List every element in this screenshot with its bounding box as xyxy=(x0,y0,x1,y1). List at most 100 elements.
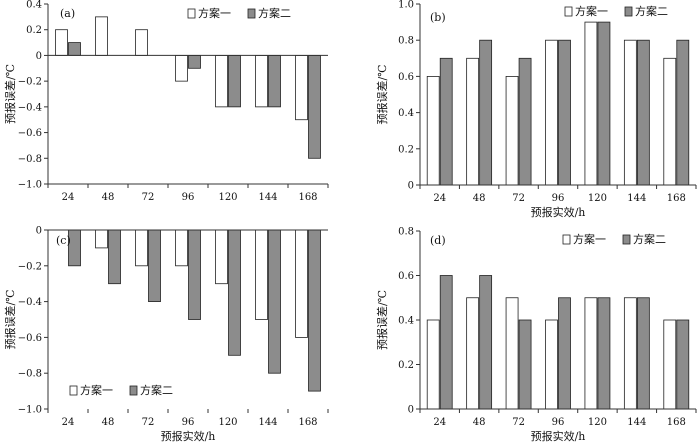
bar-scheme1-168 xyxy=(295,229,308,338)
x-tick-label: 144 xyxy=(627,193,646,204)
legend-label: 方案二 xyxy=(633,232,666,246)
y-tick-label: −1.0 xyxy=(18,405,42,416)
x-tick-label: 144 xyxy=(627,417,646,428)
x-tick-label: 144 xyxy=(258,192,277,203)
x-axis-title: 预报实效/h xyxy=(161,429,216,443)
bar-scheme1-120 xyxy=(215,229,228,285)
y-tick-label: 0 xyxy=(36,226,42,237)
legend: 方案一 方案二 xyxy=(564,4,668,18)
bar-scheme1-96 xyxy=(175,229,188,267)
legend-swatch-scheme2 xyxy=(247,8,256,19)
bar-scheme2-144 xyxy=(268,55,281,108)
x-tick-label: 72 xyxy=(142,417,155,428)
y-tick-label: −0.6 xyxy=(18,333,42,344)
panel-label: (d) xyxy=(430,234,446,247)
bar-scheme1-144 xyxy=(623,297,637,410)
y-tick-label: 0 xyxy=(408,181,414,192)
y-axis-title: 预报误差/℃ xyxy=(3,289,17,349)
bar-scheme1-96 xyxy=(545,39,558,186)
x-tick-label: 48 xyxy=(473,193,486,204)
legend-label: 方案一 xyxy=(198,6,231,20)
bar-scheme1-144 xyxy=(623,39,637,186)
y-tick-label: 0.8 xyxy=(398,36,414,47)
bar-scheme1-72 xyxy=(135,29,148,56)
bar-scheme2-168 xyxy=(308,55,321,159)
x-tick-label: 96 xyxy=(182,417,195,428)
bar-scheme1-24 xyxy=(426,76,440,186)
y-tick-label: 0 xyxy=(36,51,42,62)
y-axis-title: 预报误差/℃ xyxy=(375,290,389,350)
bar-scheme1-144 xyxy=(255,55,268,108)
bar-scheme2-120 xyxy=(597,297,611,410)
bar-scheme1-120 xyxy=(584,297,598,410)
bar-scheme2-24 xyxy=(439,57,453,186)
x-tick-label: 96 xyxy=(182,192,195,203)
y-tick-label: 0.6 xyxy=(398,72,414,83)
x-tick-label: 168 xyxy=(667,417,686,428)
legend-swatch-scheme1 xyxy=(562,234,571,245)
y-tick-label: 0.4 xyxy=(398,108,414,119)
legend: 方案一 方案二 xyxy=(187,6,291,20)
panel-label: (b) xyxy=(430,11,446,24)
panel-label: (a) xyxy=(60,7,75,20)
x-tick-label: 144 xyxy=(258,417,277,428)
y-tick-label: −0.6 xyxy=(18,128,42,139)
bar-scheme2-24 xyxy=(68,42,81,56)
bar-scheme1-48 xyxy=(95,16,108,56)
y-tick-label: −0.8 xyxy=(18,369,42,380)
y-tick-label: −0.8 xyxy=(18,154,42,165)
x-tick-label: 24 xyxy=(62,192,75,203)
x-tick-label: 72 xyxy=(142,192,155,203)
bar-scheme2-144 xyxy=(636,39,650,186)
bar-scheme2-72 xyxy=(518,319,532,410)
legend-swatch-scheme1 xyxy=(564,6,573,17)
y-tick-label: 0.6 xyxy=(398,271,414,282)
panel-label: (c) xyxy=(56,234,71,247)
x-tick-label: 120 xyxy=(218,417,237,428)
y-tick-label: 0.2 xyxy=(398,360,414,371)
x-tick-label: 24 xyxy=(62,417,75,428)
chart-panel-2: 0 0.2 0.4 0.6 0.8 1.0 24 48 72 96 120 144 168 预报实效/h 预… xyxy=(375,0,697,219)
legend-label: 方案一 xyxy=(80,383,113,397)
chart-panel-3: −1.0 −0.8 −0.6 −0.4 −0.2 0 24 48 72 96 120 144 168 预报… xyxy=(3,226,329,443)
bar-scheme2-168 xyxy=(676,319,690,410)
y-axis-title: 预报误差/℃ xyxy=(3,64,17,124)
x-tick-label: 72 xyxy=(512,193,525,204)
bar-scheme2-72 xyxy=(148,229,161,302)
bar-scheme1-72 xyxy=(135,229,148,267)
y-tick-label: 0.4 xyxy=(398,316,414,327)
x-tick-label: 96 xyxy=(552,193,565,204)
x-tick-label: 72 xyxy=(512,417,525,428)
y-tick-label: −0.4 xyxy=(18,297,42,308)
y-tick-label: −0.2 xyxy=(18,77,42,88)
y-tick-label: 0.2 xyxy=(398,144,414,155)
y-tick-label: 0.2 xyxy=(26,25,42,36)
x-tick-label: 96 xyxy=(552,417,565,428)
bar-scheme1-120 xyxy=(215,55,228,108)
bar-scheme1-120 xyxy=(584,21,598,186)
bar-scheme1-72 xyxy=(505,76,519,186)
bar-scheme2-72 xyxy=(518,57,532,186)
bar-scheme2-168 xyxy=(676,39,690,186)
bar-scheme1-72 xyxy=(505,297,519,410)
bar-scheme2-96 xyxy=(188,229,201,320)
x-axis-title: 预报实效/h xyxy=(531,205,586,219)
bar-scheme2-24 xyxy=(439,275,453,410)
legend-label: 方案一 xyxy=(573,232,606,246)
x-tick-label: 120 xyxy=(588,417,607,428)
bar-scheme1-48 xyxy=(466,297,480,410)
bar-scheme2-144 xyxy=(268,229,281,374)
y-tick-label: −1.0 xyxy=(18,180,42,191)
bar-scheme2-168 xyxy=(308,229,321,392)
legend-swatch-scheme2 xyxy=(129,385,138,396)
legend: 方案一 方案二 xyxy=(69,383,173,397)
x-tick-label: 48 xyxy=(102,417,115,428)
y-tick-label: 0 xyxy=(408,405,414,416)
y-tick-label: 0.4 xyxy=(26,0,42,11)
bar-scheme2-120 xyxy=(228,55,241,108)
bar-scheme1-24 xyxy=(55,29,68,56)
y-tick-label: 1.0 xyxy=(398,0,414,11)
legend-label: 方案二 xyxy=(635,4,668,18)
x-tick-label: 120 xyxy=(218,192,237,203)
